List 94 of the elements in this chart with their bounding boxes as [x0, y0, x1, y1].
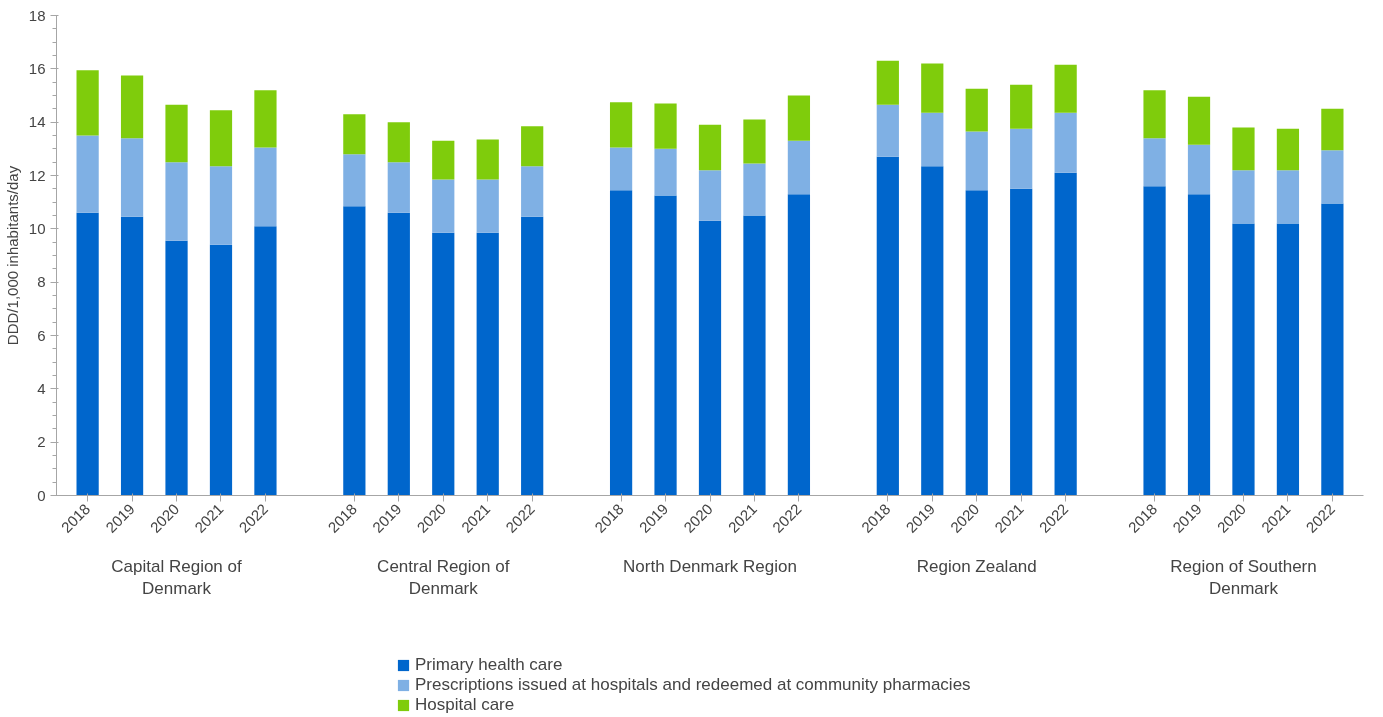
bar: [209, 244, 233, 496]
y-tick-label: 14: [28, 113, 46, 131]
bar: [120, 75, 144, 139]
text: Region of Southern Denmark: [1170, 556, 1317, 599]
text: Region Zealand: [916, 556, 1037, 576]
bar: [476, 232, 499, 496]
y-tick-label: 2: [37, 433, 46, 451]
bar: [609, 190, 633, 496]
bar: [343, 206, 366, 496]
bar: [609, 102, 633, 148]
bar: [1321, 108, 1344, 151]
bar: [921, 112, 944, 167]
bar: [254, 147, 277, 227]
y-tick-label: 16: [28, 59, 46, 77]
bar: [787, 140, 811, 195]
bar: [743, 215, 766, 496]
bar: [1054, 64, 1077, 113]
bar: [1010, 84, 1033, 129]
legend-label: Hospital care: [415, 695, 515, 715]
bar: [120, 138, 144, 217]
bar: [787, 194, 811, 496]
bar: [965, 190, 988, 496]
bar: [521, 126, 544, 167]
bar: [1010, 188, 1033, 496]
text: North Denmark Region: [623, 556, 797, 576]
bar: [387, 122, 410, 163]
y-tick-label: 12: [28, 166, 46, 184]
y-tick-label: 10: [28, 219, 46, 237]
legend-label: Primary health care: [415, 655, 563, 675]
bar: [1143, 138, 1166, 187]
bar: [432, 232, 455, 496]
bar: [965, 131, 988, 191]
y-axis-title: DDD/1,000 inhabitants/day: [3, 165, 21, 346]
bar: [965, 88, 988, 132]
bar: [787, 95, 811, 141]
bar: [1232, 223, 1255, 496]
bar: [432, 179, 455, 233]
bar: [698, 170, 722, 221]
bar: [1187, 194, 1211, 496]
bar: [1010, 128, 1033, 189]
bar: [698, 124, 722, 171]
bar: [654, 148, 677, 196]
bar: [921, 166, 944, 496]
y-tick-label: 4: [37, 379, 46, 397]
bar: [387, 162, 410, 213]
bar: [698, 220, 722, 496]
bar: [165, 162, 188, 241]
bar: [1276, 223, 1300, 496]
bar: [165, 104, 188, 163]
legend-label: Prescriptions issued at hospitals and redeemed at community pharmacies: [415, 675, 971, 695]
bar: [1232, 170, 1255, 224]
bar: [432, 140, 455, 180]
bar: [1321, 203, 1344, 496]
bar: [1143, 90, 1166, 139]
bar: [743, 163, 766, 216]
bar: [76, 70, 99, 136]
bar: [1143, 186, 1166, 496]
bar: [654, 195, 677, 496]
bar: [343, 114, 366, 155]
bar: [1187, 144, 1211, 195]
y-tick-label: 8: [37, 273, 46, 291]
bar: [165, 240, 188, 496]
bar: [209, 110, 233, 167]
bar: [876, 156, 899, 496]
bar: [254, 90, 277, 148]
bar: [521, 216, 544, 496]
bar: [1054, 172, 1077, 496]
bar: [120, 216, 144, 496]
bar: [387, 212, 410, 496]
bar: [76, 135, 99, 213]
bar: [876, 104, 899, 157]
y-tick-label: 0: [37, 486, 46, 504]
text: Central Region of Denmark: [377, 556, 510, 599]
bar: [1276, 128, 1300, 171]
y-tick-label: 6: [37, 326, 46, 344]
y-tick-label: 18: [28, 6, 46, 24]
bar: [876, 60, 899, 105]
bar: [476, 179, 499, 233]
bar: [609, 147, 633, 191]
bar: [209, 166, 233, 245]
bar: [476, 139, 499, 180]
bar: [1054, 112, 1077, 173]
bar: [521, 166, 544, 217]
bar: [921, 63, 944, 113]
bar: [254, 226, 277, 496]
text: Capital Region of Denmark: [111, 556, 243, 599]
bar: [343, 154, 366, 207]
bar: [76, 212, 99, 496]
bar: [1321, 150, 1344, 204]
bar: [743, 119, 766, 164]
bar: [1276, 170, 1300, 224]
bar: [654, 103, 677, 149]
bar: [1232, 127, 1255, 171]
bar: [1187, 96, 1211, 145]
